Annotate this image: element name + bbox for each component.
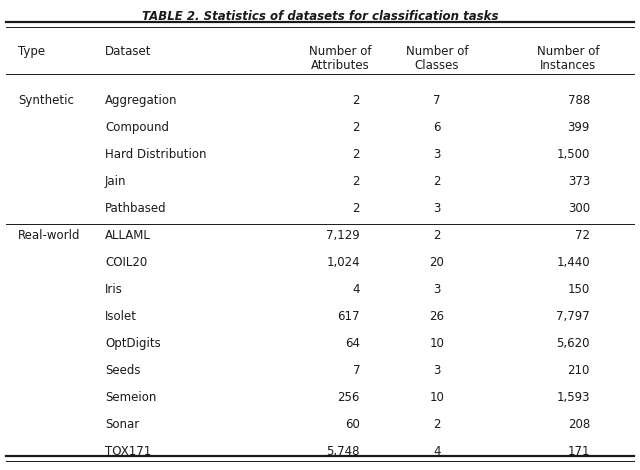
Text: 7,797: 7,797 xyxy=(556,310,590,323)
Text: 20: 20 xyxy=(429,256,444,269)
Text: 1,440: 1,440 xyxy=(556,256,590,269)
Text: 7: 7 xyxy=(433,94,441,107)
Text: 2: 2 xyxy=(433,229,441,242)
Text: Hard Distribution: Hard Distribution xyxy=(105,148,207,161)
Text: Classes: Classes xyxy=(415,59,460,72)
Text: 3: 3 xyxy=(433,283,441,296)
Text: 2: 2 xyxy=(353,121,360,134)
Text: 617: 617 xyxy=(337,310,360,323)
Text: 1,500: 1,500 xyxy=(557,148,590,161)
Text: 2: 2 xyxy=(433,418,441,431)
Text: 3: 3 xyxy=(433,202,441,215)
Text: 72: 72 xyxy=(575,229,590,242)
Text: 300: 300 xyxy=(568,202,590,215)
Text: 4: 4 xyxy=(433,445,441,458)
Text: 150: 150 xyxy=(568,283,590,296)
Text: 10: 10 xyxy=(429,337,444,350)
Text: 3: 3 xyxy=(433,364,441,377)
Text: Compound: Compound xyxy=(105,121,169,134)
Text: Aggregation: Aggregation xyxy=(105,94,177,107)
Text: Number of: Number of xyxy=(537,45,599,58)
Text: 208: 208 xyxy=(568,418,590,431)
Text: 4: 4 xyxy=(353,283,360,296)
Text: 210: 210 xyxy=(568,364,590,377)
Text: Number of: Number of xyxy=(308,45,371,58)
Text: ALLAML: ALLAML xyxy=(105,229,151,242)
Text: Semeion: Semeion xyxy=(105,391,156,404)
Text: Jain: Jain xyxy=(105,175,127,188)
Text: Synthetic: Synthetic xyxy=(18,94,74,107)
Text: 373: 373 xyxy=(568,175,590,188)
Text: 256: 256 xyxy=(338,391,360,404)
Text: 2: 2 xyxy=(353,202,360,215)
Text: 1,024: 1,024 xyxy=(326,256,360,269)
Text: 1,593: 1,593 xyxy=(557,391,590,404)
Text: 5,620: 5,620 xyxy=(557,337,590,350)
Text: 64: 64 xyxy=(345,337,360,350)
Text: OptDigits: OptDigits xyxy=(105,337,161,350)
Text: Isolet: Isolet xyxy=(105,310,137,323)
Text: 3: 3 xyxy=(433,148,441,161)
Text: TABLE 2. Statistics of datasets for classification tasks: TABLE 2. Statistics of datasets for clas… xyxy=(141,10,499,23)
Text: Dataset: Dataset xyxy=(105,45,152,58)
Text: 10: 10 xyxy=(429,391,444,404)
Text: Real-world: Real-world xyxy=(18,229,81,242)
Text: 7,129: 7,129 xyxy=(326,229,360,242)
Text: 2: 2 xyxy=(353,148,360,161)
Text: 2: 2 xyxy=(433,175,441,188)
Text: Sonar: Sonar xyxy=(105,418,140,431)
Text: 2: 2 xyxy=(353,94,360,107)
Text: Seeds: Seeds xyxy=(105,364,141,377)
Text: 2: 2 xyxy=(353,175,360,188)
Text: COIL20: COIL20 xyxy=(105,256,147,269)
Text: Attributes: Attributes xyxy=(310,59,369,72)
Text: 26: 26 xyxy=(429,310,445,323)
Text: 60: 60 xyxy=(345,418,360,431)
Text: Instances: Instances xyxy=(540,59,596,72)
Text: 6: 6 xyxy=(433,121,441,134)
Text: 5,748: 5,748 xyxy=(326,445,360,458)
Text: 171: 171 xyxy=(568,445,590,458)
Text: TOX171: TOX171 xyxy=(105,445,151,458)
Text: Type: Type xyxy=(18,45,45,58)
Text: Number of: Number of xyxy=(406,45,468,58)
Text: Pathbased: Pathbased xyxy=(105,202,166,215)
Text: Iris: Iris xyxy=(105,283,123,296)
Text: 7: 7 xyxy=(353,364,360,377)
Text: 788: 788 xyxy=(568,94,590,107)
Text: 399: 399 xyxy=(568,121,590,134)
